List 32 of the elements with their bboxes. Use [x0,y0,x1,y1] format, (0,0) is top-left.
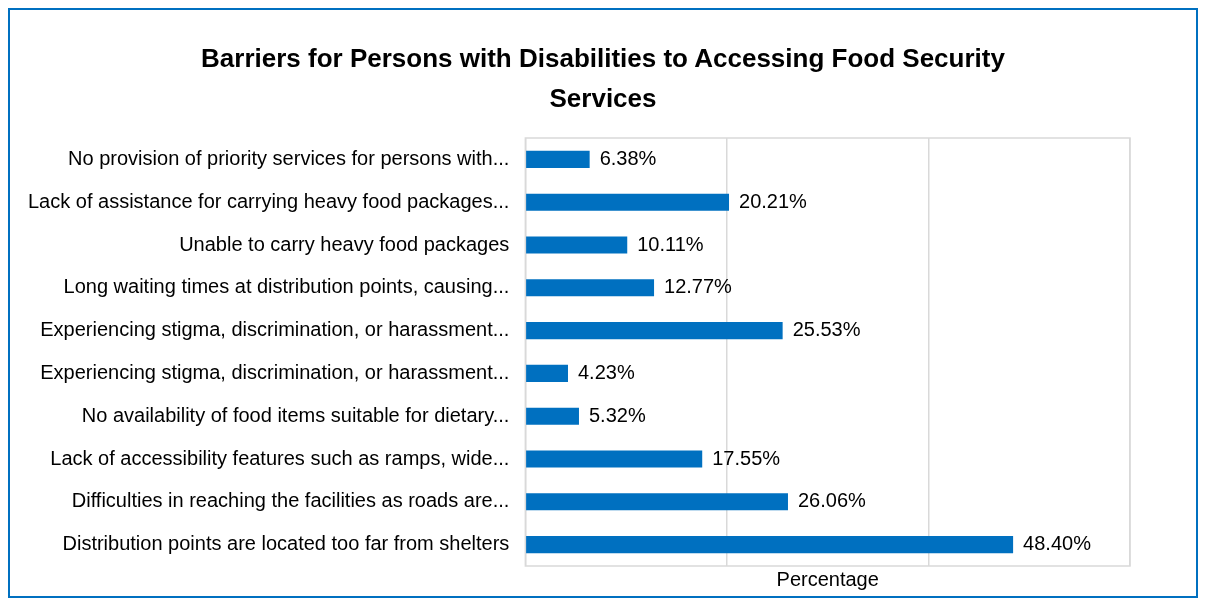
data-label: 17.55% [712,446,781,469]
y-tick-label: No availability of food items suitable for dietary... [81,403,510,426]
y-tick-label: Distribution points are located too far from shelters [62,532,510,555]
bar [526,150,590,168]
data-label: 5.32% [588,403,646,426]
y-tick-label: Experiencing stigma, discrimination, or harassment... [40,360,510,383]
data-label: 26.06% [797,489,867,512]
data-label: 10.11% [637,232,704,255]
bar [526,364,568,382]
bar [526,193,730,211]
data-label: 20.21% [739,189,808,212]
y-tick-label: Unable to carry heavy food packages [179,232,510,255]
y-tick-label: Lack of accessibility features such as ramps, wide... [50,446,510,469]
bar [526,322,783,340]
data-label: 48.40% [1023,532,1092,555]
y-tick-label: Lack of assistance for carrying heavy food packages... [27,189,510,212]
data-label: 6.38% [599,146,657,169]
bar [526,407,579,425]
data-label: 25.53% [792,318,861,341]
bar [526,493,788,511]
bar [526,279,655,297]
bar [526,450,703,468]
y-tick-label: Long waiting times at distribution points, causing... [63,275,510,298]
bar [526,236,628,254]
chart-title: Barriers for Persons with Disabilities to Accessing Food Security Services [200,42,1006,115]
bar [526,536,1014,554]
y-tick-label: No provision of priority services for persons with... [68,146,510,169]
x-axis-title: Percentage [776,567,879,590]
data-label: 12.77% [664,275,733,298]
data-label: 4.23% [577,360,635,383]
y-tick-label: Experiencing stigma, discrimination, or harassment... [40,318,510,341]
y-tick-label: Difficulties in reaching the facilities as roads are... [71,489,510,512]
